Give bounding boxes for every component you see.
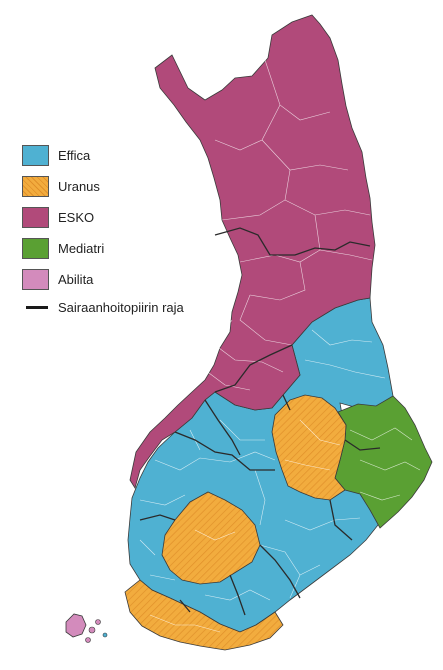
region-uranus-south [124, 579, 284, 651]
island-3 [85, 637, 91, 643]
legend-item-mediatri: Mediatri [22, 233, 184, 264]
region-esko [129, 14, 376, 489]
legend-label-mediatri: Mediatri [58, 241, 105, 256]
legend-swatch-uranus [22, 176, 49, 197]
legend-line-swatch [26, 305, 48, 309]
legend-item-district-border: Sairaanhoitopiirin raja [22, 297, 184, 317]
legend-label-district-border: Sairaanhoitopiirin raja [58, 299, 184, 315]
legend-label-effica: Effica [58, 148, 91, 163]
legend-swatch-abilita [22, 269, 49, 290]
legend-swatch-effica [22, 145, 49, 166]
island-2 [95, 619, 101, 625]
region-abilita [65, 613, 87, 638]
municipality-borders [139, 59, 421, 633]
legend-swatch-esko [22, 207, 49, 228]
legend-swatch-mediatri [22, 238, 49, 259]
legend-item-abilita: Abilita [22, 264, 184, 295]
legend-item-uranus: Uranus [22, 171, 184, 202]
legend-item-esko: ESKO [22, 202, 184, 233]
legend-item-effica: Effica [22, 140, 184, 171]
legend: Effica Uranus ESKO Mediatri Abilita Sair… [22, 140, 184, 317]
island-4 [102, 632, 108, 638]
hospital-district-borders [139, 227, 381, 616]
region-uranus-north [271, 394, 347, 501]
legend-label-uranus: Uranus [58, 179, 100, 194]
island-1 [88, 626, 96, 634]
legend-label-abilita: Abilita [58, 272, 94, 287]
legend-label-esko: ESKO [58, 210, 95, 225]
